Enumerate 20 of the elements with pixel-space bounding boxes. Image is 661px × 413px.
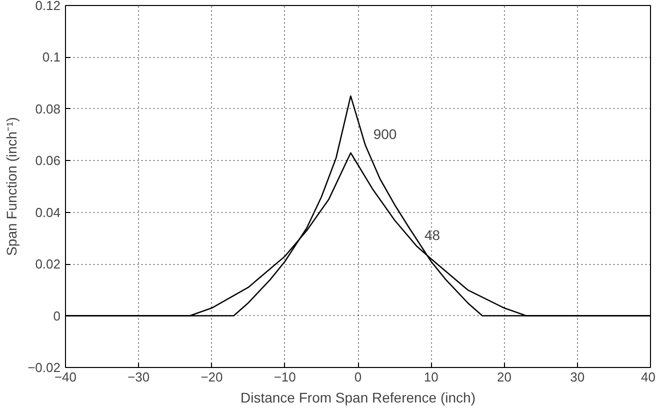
y-tick-label: −0.02 xyxy=(28,360,61,375)
y-tick-label: 0.04 xyxy=(35,204,61,220)
x-tick-label: 20 xyxy=(497,370,512,384)
annotation: 900 xyxy=(373,126,397,142)
x-tick-label: −10 xyxy=(274,370,296,384)
y-tick-label: 0.1 xyxy=(42,50,61,65)
x-tick-label: −30 xyxy=(128,370,150,384)
x-tick-label: 10 xyxy=(424,370,438,384)
annotation: 48 xyxy=(424,226,440,243)
y-tick-label: 0.08 xyxy=(35,101,61,116)
x-tick-label: 40 xyxy=(641,370,656,384)
y-tick-label: 0.06 xyxy=(35,153,61,168)
y-tick-label: 0.12 xyxy=(35,0,61,13)
y-axis-title: Span Function (inch⁻¹) xyxy=(4,117,20,256)
x-tick-label: 30 xyxy=(570,370,585,384)
y-tick-label: 0.02 xyxy=(35,256,61,272)
y-tick-label: 0 xyxy=(53,308,61,324)
x-axis-title: Distance From Span Reference (inch) xyxy=(240,390,476,406)
x-tick-label: −20 xyxy=(200,370,223,384)
x-tick-label: 0 xyxy=(354,370,362,384)
